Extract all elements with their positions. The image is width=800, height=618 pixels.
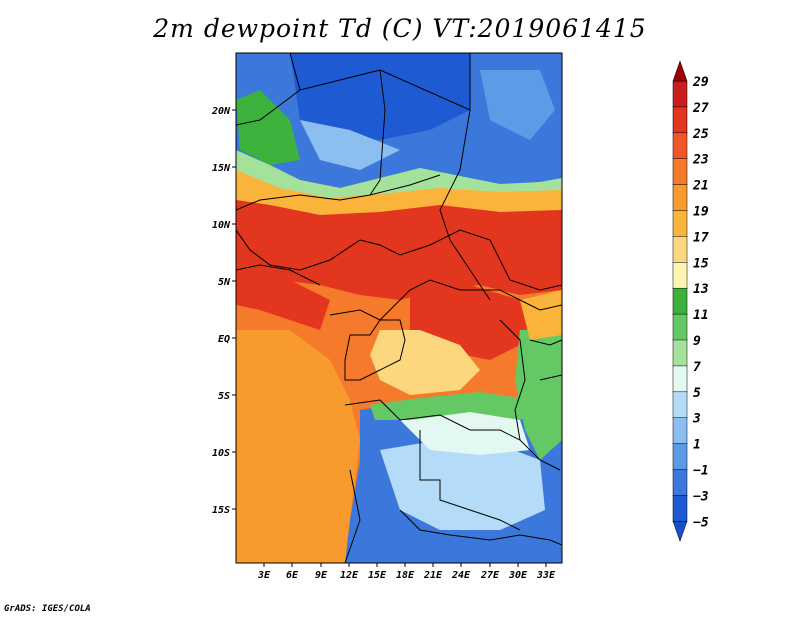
colorbar-segment [672,339,688,367]
colorbar-label: 15 [693,256,709,271]
lon-axis: 3E 6E 9E 12E 15E 18E 21E 24E 27E 30E 33E [257,563,556,581]
colorbar-top-arrow [672,60,688,82]
colorbar-label: 11 [693,308,709,323]
colorbar-segment [672,210,688,238]
lon-label: 3E [257,570,271,581]
lon-label: 15E [368,570,387,581]
lat-label: EQ [218,334,230,345]
lon-label: 24E [451,570,471,581]
colorbar-label: 29 [692,75,709,90]
colorbar-segment [672,132,688,160]
colorbar-label: 5 [693,386,701,401]
lon-label: 30E [508,570,528,581]
colorbar-segment [672,158,688,186]
grads-credit: GrADS: IGES/COLA [4,604,91,614]
colorbar-label: 1 [693,438,701,453]
lon-label: 9E [315,570,328,581]
lat-label: 10N [212,220,231,231]
colorbar-label: 21 [692,179,709,194]
lat-label: 15N [212,163,231,174]
lon-label: 27E [480,570,500,581]
colorbar-label: 27 [692,101,709,116]
colorbar-label: −5 [693,515,709,530]
colorbar-segment [672,236,688,264]
colorbar-segment [672,287,688,315]
colorbar-label: 9 [693,334,701,349]
colorbar-label: 23 [692,153,709,168]
lon-label: 33E [536,570,556,581]
colorbar-label: −3 [693,489,709,504]
map-title: 2m dewpoint Td (C) VT:2019061415 [153,14,647,43]
plot-frame [235,52,563,564]
colorbar-label: 17 [693,230,709,245]
colorbar-label: 3 [692,412,701,427]
colorbar-label: 25 [692,127,709,142]
lon-label: 21E [423,570,443,581]
colorbar: 29 27 25 23 21 19 17 15 13 11 9 7 5 3 1 −1 −3 −5 [672,60,709,543]
colorbar-segment [672,365,688,393]
colorbar-segment [672,443,688,471]
lon-label: 18E [396,570,415,581]
colorbar-label: −1 [693,464,709,479]
dewpoint-field [236,53,562,563]
colorbar-segment [672,469,688,497]
colorbar-segment [672,262,688,289]
colorbar-segment [672,391,688,419]
lat-label: 5S [218,391,230,402]
colorbar-label: 7 [693,360,701,375]
lon-label: 12E [340,570,359,581]
lat-label: 5N [218,277,231,288]
colorbar-segment [672,313,688,341]
lat-axis: 20N 15N 10N 5N EQ 5S 10S 15S [211,106,236,516]
colorbar-segment [672,495,688,523]
colorbar-segment [672,417,688,445]
colorbar-segment [672,80,688,108]
colorbar-segment [672,184,688,212]
colorbar-label: 13 [693,282,709,297]
colorbar-label: 19 [693,205,709,220]
colorbar-bottom-arrow [672,521,688,543]
colorbar-segment [672,106,688,134]
lat-label: 15S [212,505,230,516]
country-borders [236,53,562,563]
lat-label: 20N [211,106,231,117]
lat-label: 10S [212,448,230,459]
lon-label: 6E [286,570,299,581]
